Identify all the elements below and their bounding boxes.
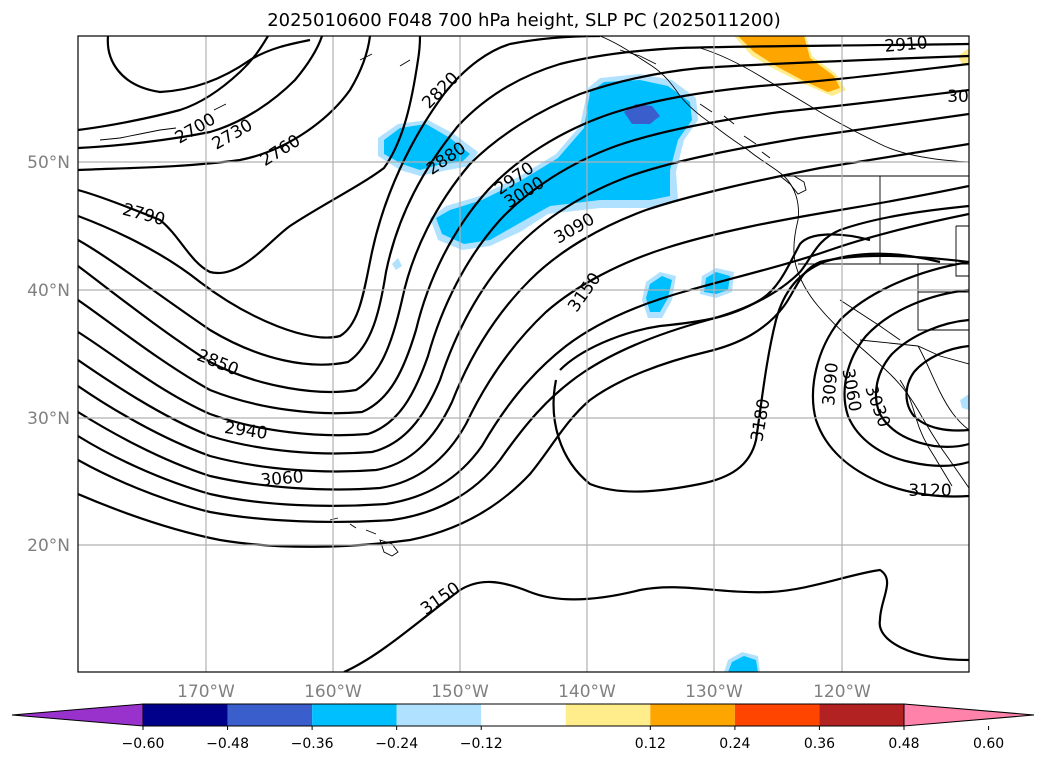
contour-label: 30 (947, 87, 969, 107)
colorbar-extend-high (903, 703, 1035, 727)
colorbar-cell (819, 704, 904, 726)
colorbar-tick-label: −0.48 (206, 736, 249, 752)
colorbar-tick-label: −0.24 (375, 736, 418, 752)
colorbar-tick-label: 0.60 (973, 736, 1004, 752)
lon-label-140w: 140°W (558, 682, 616, 702)
anomaly-neg-small-3-core (728, 656, 758, 672)
lat-label-20n: 20°N (27, 536, 70, 556)
lat-label-40n: 40°N (27, 281, 70, 301)
contour-2880 (78, 54, 969, 393)
colorbar-cell (650, 704, 735, 726)
contour-3180 (552, 252, 941, 493)
lon-label-170w: 170°W (177, 682, 235, 702)
colorbar: −0.60 −0.48 −0.36 −0.24 −0.12 0.12 0.24 0.36 0.4… (11, 703, 1035, 752)
coast-north-america (599, 36, 969, 489)
contour-2790-loop (106, 36, 311, 94)
latitude-labels: 50°N 40°N 30°N 20°N (27, 153, 70, 556)
contour-label: 3060 (260, 467, 305, 491)
border-states-4 (839, 299, 901, 341)
coast-bc-islands (699, 103, 771, 159)
contour-3150-inner (559, 233, 871, 371)
colorbar-cell (734, 704, 820, 726)
lon-label-160w: 160°W (304, 682, 362, 702)
lon-label-150w: 150°W (431, 682, 489, 702)
contour-label: 3120 (908, 481, 951, 501)
colorbar-cell (565, 704, 651, 726)
anomaly-neg-small-1-core (646, 276, 672, 312)
contour-2970 (78, 112, 969, 455)
contour-2730 (78, 36, 324, 150)
colorbar-cell (312, 704, 397, 726)
figure-title: 2025010600 F048 700 hPa height, SLP PC (… (267, 10, 781, 31)
contour-2820 (78, 36, 601, 339)
contour-2910 (78, 62, 969, 415)
contour-3030 (78, 184, 969, 491)
colorbar-outline (142, 703, 905, 727)
colorbar-tick-label: −0.12 (460, 736, 503, 752)
lon-label-120w: 120°W (813, 682, 871, 702)
border-states-3 (917, 264, 969, 331)
height-contours (78, 36, 969, 672)
contour-2850 (78, 42, 969, 366)
anomaly-neg-small-5 (960, 394, 969, 410)
anomaly-neg-dark-core (624, 104, 660, 124)
contour-2790-outer (78, 36, 422, 275)
contour-3090-low-outer (811, 260, 969, 498)
colorbar-tick-label: −0.60 (122, 736, 165, 752)
lat-label-30n: 30°N (27, 409, 70, 429)
coast-hawaii (329, 517, 399, 557)
colorbar-tick-label: 0.36 (804, 736, 835, 752)
colorbar-cell (481, 704, 566, 726)
coast-alaska-mainland (699, 47, 969, 163)
colorbar-tick-label: −0.36 (291, 736, 334, 752)
contour-3000 (78, 142, 969, 473)
anomaly-neg-small-4 (392, 258, 402, 270)
map-frame (77, 35, 970, 673)
contour-3000-low (905, 344, 969, 432)
colorbar-tick-label: 0.24 (719, 736, 750, 752)
coast-baja (899, 379, 953, 487)
colorbar-cell (396, 704, 482, 726)
coast-gulf-california (917, 345, 969, 431)
contour-2760 (78, 36, 372, 172)
contour-3060-low (843, 288, 969, 467)
border-us-mexico (859, 339, 969, 365)
map-grid (78, 36, 969, 672)
contour-label: 2910 (884, 33, 929, 57)
colorbar-tick-label: 0.48 (888, 736, 919, 752)
longitude-labels: 170°W 160°W 150°W 140°W 130°W 120°W (177, 682, 871, 702)
colorbar-cell (227, 704, 313, 726)
lon-label-130w: 130°W (685, 682, 743, 702)
contour-label: 3090 (819, 362, 843, 407)
colorbar-cell (143, 704, 228, 726)
contour-3030-low (874, 318, 969, 448)
colorbar-extend-low (11, 703, 144, 727)
coast-vancouver-island (778, 175, 807, 195)
border-canada-east (955, 225, 969, 277)
colorbar-tick-label: 0.12 (635, 736, 666, 752)
coastlines (99, 36, 969, 557)
lat-label-50n: 50°N (27, 153, 70, 173)
contour-3090 (78, 204, 969, 524)
coast-alaska-islands (99, 49, 657, 141)
contour-2700 (78, 36, 269, 132)
